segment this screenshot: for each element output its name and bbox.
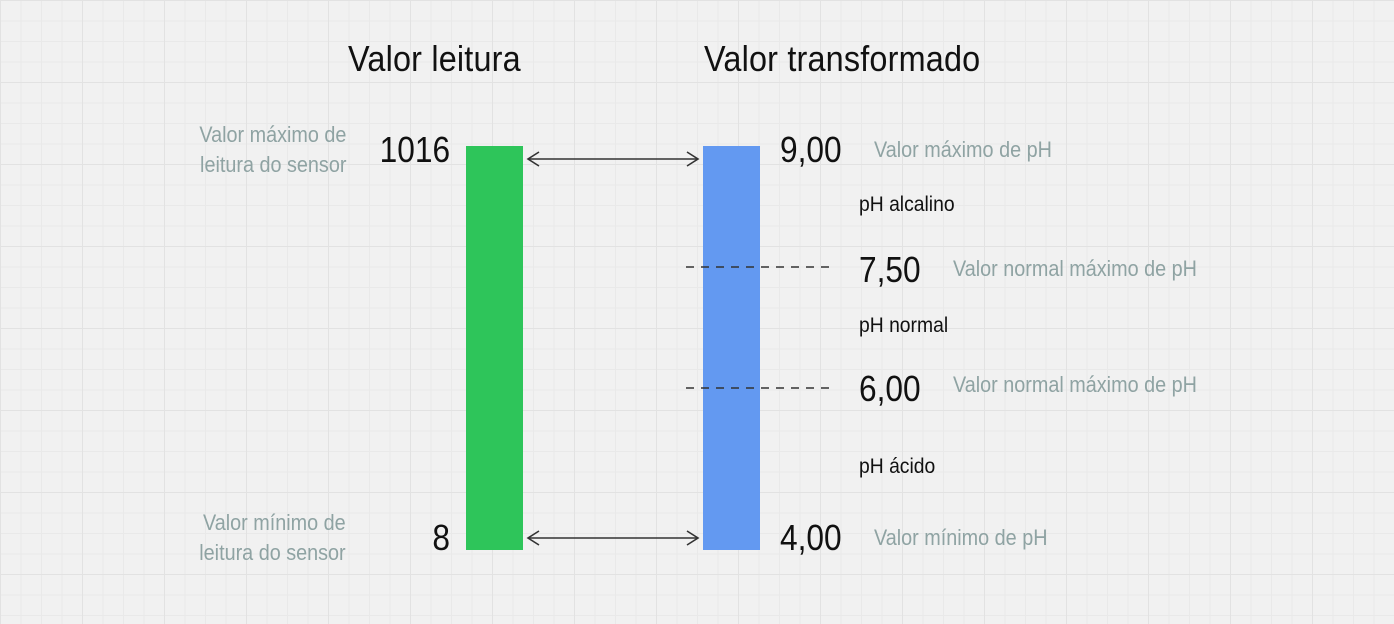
zone-normal: pH normal [859, 314, 949, 337]
ph-normal-min-value: 6,00 [859, 368, 921, 409]
min-reading-note: Valor mínimo de leitura do sensor [200, 508, 346, 568]
ph-normal-max-value: 7,50 [859, 249, 921, 290]
zone-alkaline: pH alcalino [859, 193, 955, 216]
max-double-arrow [526, 151, 700, 167]
min-double-arrow [526, 530, 700, 546]
max-reading-note-line2: leitura do sensor [199, 152, 346, 177]
ph-bar [703, 146, 760, 550]
max-reading-note-line1: Valor máximo de [198, 122, 346, 147]
transformed-heading: Valor transformado [704, 38, 981, 79]
max-reading-note: Valor máximo de leitura do sensor [199, 120, 346, 180]
min-reading-note-line1: Valor mínimo de [203, 510, 346, 535]
reading-heading: Valor leitura [348, 38, 521, 79]
ph-max-value: 9,00 [780, 129, 842, 170]
ph-normal-max-note: Valor normal máximo de pH [953, 256, 1197, 281]
zone-acidic: pH ácido [859, 455, 936, 478]
ph-max-note: Valor máximo de pH [874, 137, 1052, 162]
max-reading-value: 1016 [379, 129, 450, 170]
ph-min-value: 4,00 [780, 517, 842, 558]
ph-min-note: Valor mínimo de pH [874, 525, 1048, 550]
min-reading-note-line2: leitura do sensor [199, 540, 346, 565]
ph-normal-min-note: Valor normal máximo de pH [953, 372, 1197, 397]
min-reading-value: 8 [432, 517, 450, 558]
reading-bar [466, 146, 523, 550]
